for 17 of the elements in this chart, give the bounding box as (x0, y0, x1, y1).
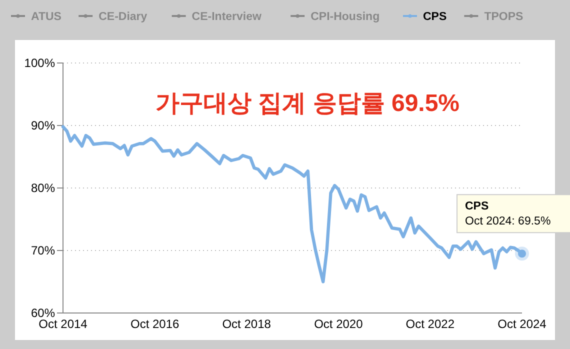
y-tick-label: 100% (24, 56, 56, 70)
x-tick-label: Oct 2018 (222, 317, 272, 331)
legend-label: ATUS (31, 11, 62, 23)
legend-label: TPOPS (484, 11, 524, 23)
x-tick-label: Oct 2016 (130, 317, 180, 331)
legend-label: CE-Interview (192, 11, 262, 23)
y-tick-label: 80% (30, 181, 56, 196)
legend-label: CE-Diary (98, 11, 148, 23)
annotation: CPS Oct 2024: 69.5% (465, 200, 551, 228)
y-tick-label: 70% (30, 244, 56, 258)
y-tick-label: 90% (30, 118, 56, 133)
x-tick-label: Oct 2024 (498, 317, 547, 331)
x-tick-label: Oct 2022 (406, 317, 455, 331)
x-tick-label: Oct 2020 (314, 317, 364, 331)
legend-label: CPS (423, 11, 447, 23)
text: 가구대상 집계 응답률 69.5% (155, 90, 460, 117)
legend-label: CPI-Housing (310, 11, 380, 23)
